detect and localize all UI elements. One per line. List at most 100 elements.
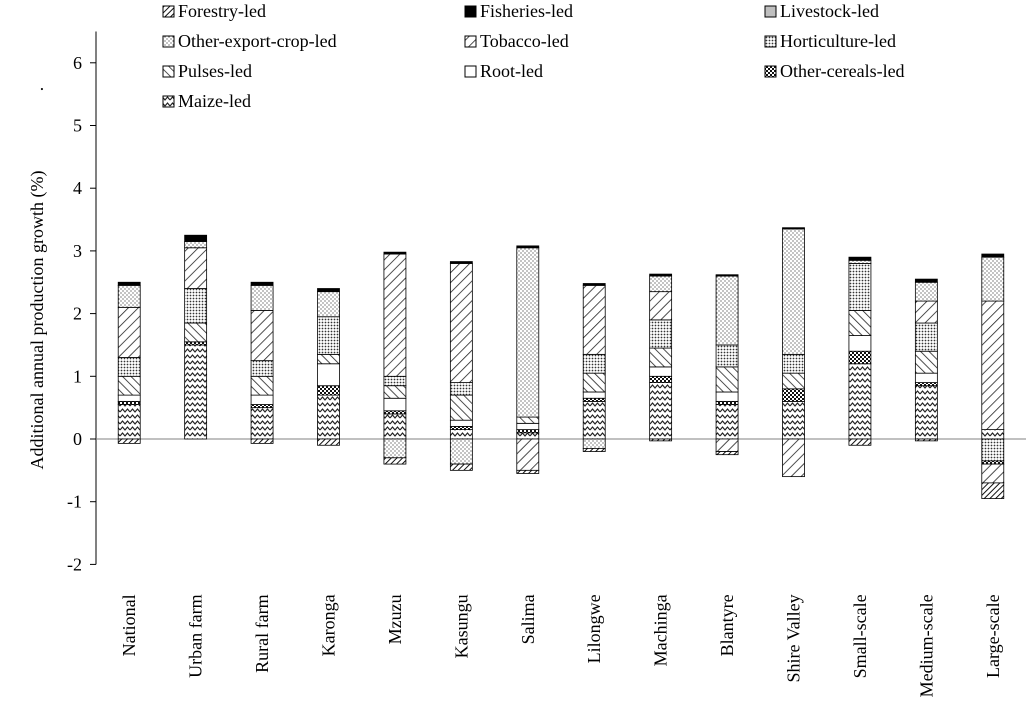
bar-segment — [449, 463, 473, 471]
x-tick-label: Mzuzu — [385, 594, 405, 644]
bar-segment — [649, 291, 673, 321]
bar-karonga — [317, 288, 340, 446]
bar-segment — [981, 256, 1005, 302]
bar-segment — [250, 404, 274, 409]
bar-segment — [715, 275, 739, 346]
bar-segment — [782, 227, 805, 230]
bar-segment — [715, 451, 739, 456]
bar-large-scale — [981, 253, 1005, 499]
x-tick-label: Rural farm — [252, 594, 272, 672]
bar-segment — [184, 241, 208, 249]
legend-label: Tobacco-led — [480, 31, 569, 51]
bar-segment — [582, 372, 606, 393]
bar-segment — [117, 394, 141, 402]
bar-segment — [914, 278, 938, 283]
bar-small-scale — [848, 256, 872, 446]
bar-segment — [981, 438, 1005, 462]
bar-segment — [715, 391, 739, 402]
bar-segment — [715, 344, 739, 368]
bar-salima — [516, 245, 540, 474]
bar-segment — [250, 310, 274, 362]
x-tick-label: Karonga — [319, 594, 339, 656]
legend-item: Maize-led — [162, 91, 251, 111]
bar-segment — [516, 429, 540, 434]
y-tick-label: 2 — [73, 304, 82, 324]
bar-segment — [184, 288, 208, 324]
bar-segment — [250, 394, 274, 405]
legend-item: Other-cereals-led — [764, 61, 905, 81]
bar-segment — [250, 407, 274, 440]
bar-segment — [848, 350, 872, 365]
bar-segment — [383, 438, 407, 459]
bar-segment — [184, 344, 208, 440]
bar-segment — [184, 341, 208, 346]
bar-segment — [516, 469, 540, 474]
y-tick-label: 0 — [73, 429, 82, 449]
legend-swatch — [162, 65, 175, 78]
bars — [117, 227, 1005, 499]
bar-segment — [250, 281, 274, 286]
legend-swatch — [764, 65, 777, 78]
bar-segment — [250, 360, 274, 377]
bar-kasungu — [449, 261, 473, 471]
bar-segment — [848, 335, 872, 352]
bar-segment — [117, 357, 141, 377]
legend-swatch — [162, 5, 175, 18]
bar-segment — [449, 419, 473, 427]
bar-segment — [516, 247, 540, 418]
bar-segment — [582, 400, 606, 440]
bar-segment — [317, 394, 340, 440]
legend-label: Forestry-led — [178, 1, 266, 21]
bar-segment — [117, 284, 141, 308]
y-tick-label: -1 — [67, 492, 82, 512]
x-tick-labels: National Urban farm Rural farm Karonga Mzuzu… — [119, 594, 1003, 697]
bar-segment — [715, 366, 739, 393]
bar-segment — [782, 372, 805, 390]
bar-segment — [317, 288, 340, 293]
x-tick-label: Kasungu — [451, 594, 471, 658]
bar-segment — [383, 410, 407, 415]
bar-lilongwe — [582, 283, 606, 452]
legend-label: Pulses-led — [178, 61, 252, 81]
bar-segment — [649, 273, 673, 277]
y-tick-label: 4 — [73, 178, 82, 198]
bar-segment — [715, 404, 739, 440]
legend-label: Livestock-led — [780, 1, 879, 21]
bar-urban-farm — [184, 234, 208, 440]
bar-machinga — [649, 273, 673, 442]
bar-segment — [383, 375, 407, 387]
legend-label: Other-cereals-led — [780, 61, 905, 81]
bar-segment — [649, 366, 673, 377]
bar-segment — [582, 391, 606, 399]
legend-item: Livestock-led — [764, 1, 879, 21]
legend-swatch — [162, 95, 175, 108]
bar-segment — [449, 261, 473, 264]
legend-label: Horticulture-led — [780, 31, 896, 51]
bar-segment — [117, 404, 141, 440]
bar-segment — [383, 385, 407, 399]
bar-segment — [383, 253, 407, 377]
bar-segment — [582, 283, 606, 286]
bar-segment — [981, 300, 1005, 430]
bar-segment — [649, 438, 673, 442]
bar-blantyre — [715, 274, 739, 456]
bar-segment — [914, 382, 938, 387]
bar-segment — [317, 291, 340, 318]
x-tick-label: Lilongwe — [584, 594, 604, 663]
y-tick-label: 1 — [73, 366, 82, 386]
bar-segment — [914, 300, 938, 324]
bar-mzuzu — [383, 251, 407, 465]
bar-segment — [914, 350, 938, 374]
bar-segment — [582, 284, 606, 355]
bar-segment — [582, 438, 606, 449]
x-tick-label: National — [119, 594, 139, 656]
legend-swatch — [764, 35, 777, 48]
y-tick-label: -2 — [67, 554, 82, 574]
bar-segment — [184, 322, 208, 343]
bar-segment — [782, 228, 805, 355]
bar-segment — [516, 422, 540, 430]
bar-segment — [981, 482, 1005, 499]
legend-swatch — [464, 65, 477, 78]
bar-segment — [649, 319, 673, 349]
